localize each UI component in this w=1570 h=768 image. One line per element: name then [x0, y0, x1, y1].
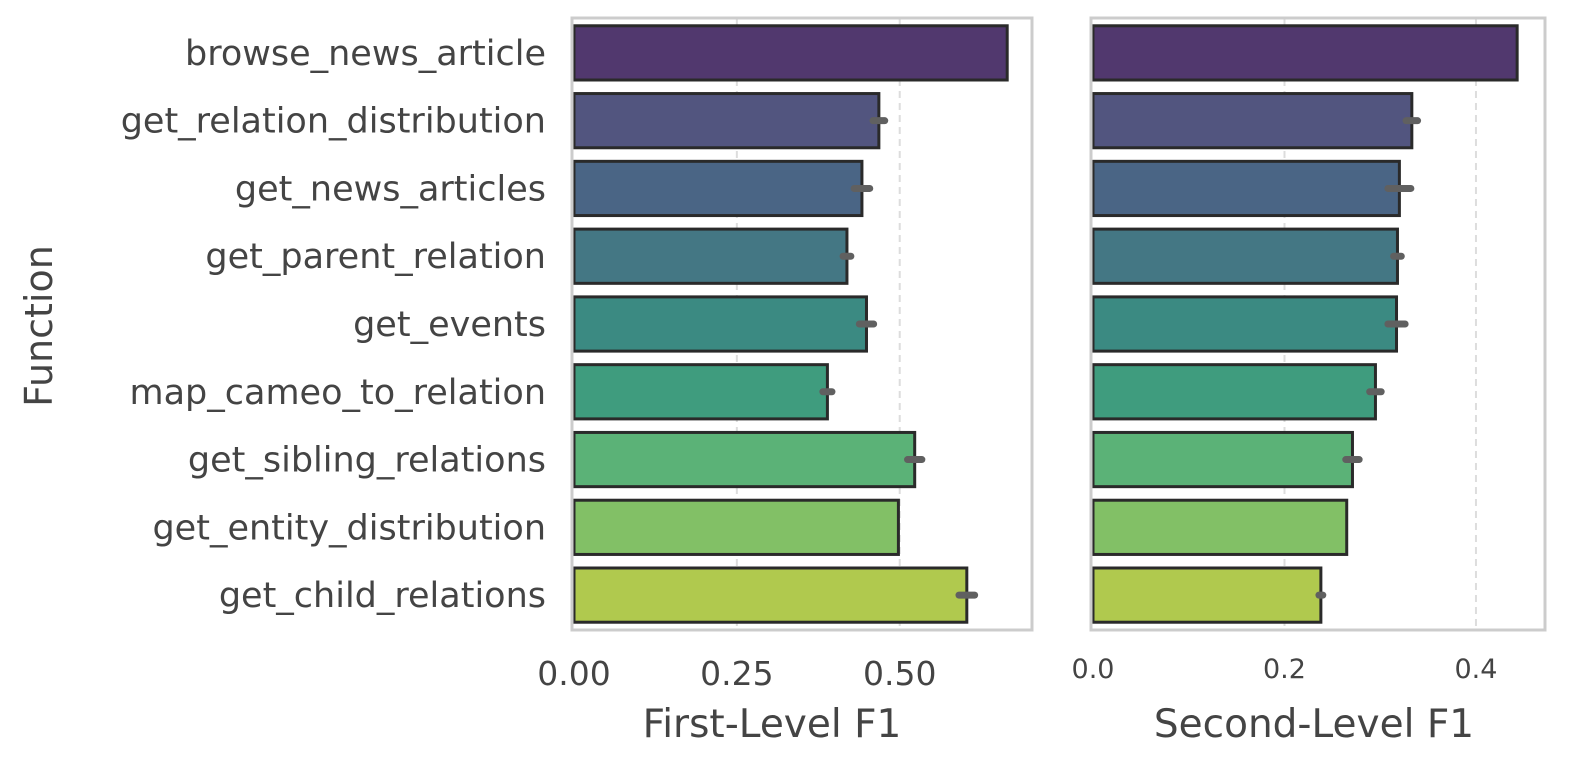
panel-first-level: 0.00 0.25 0.50 First-Level F1 — [537, 16, 1034, 747]
bar-second-level-get-parent-relation — [1091, 227, 1399, 285]
bar-second-level-get-sibling-relations — [1091, 430, 1354, 489]
bar-second-level-map-cameo-to-relation — [1091, 363, 1377, 421]
bar-second-level-browse-news-article — [1091, 24, 1519, 82]
category-label-get-sibling-relations: get_sibling_relations — [188, 441, 546, 481]
x-tick-label: 0.50 — [863, 654, 936, 693]
bar-first-level-get-parent-relation — [572, 227, 849, 285]
category-label-get-entity-distribution: get_entity_distribution — [152, 508, 546, 548]
bar-first-level-get-news-articles — [572, 159, 864, 218]
x-tick-label: 0.25 — [700, 654, 773, 693]
bar-first-level-get-sibling-relations — [572, 430, 917, 489]
category-label-get-relation-distribution: get_relation_distribution — [121, 102, 546, 142]
y-axis-title: Function — [17, 245, 61, 407]
x-axis-title-first-level: First-Level F1 — [643, 702, 902, 747]
category-label-map-cameo-to-relation: map_cameo_to_relation — [130, 373, 547, 413]
category-label-browse-news-article: browse_news_article — [185, 34, 546, 74]
bar-second-level-get-relation-distribution — [1091, 92, 1414, 150]
bar-first-level-browse-news-article — [572, 24, 1009, 82]
category-label-get-events: get_events — [353, 305, 546, 345]
plot-frame — [570, 16, 1034, 632]
panel-second-level: 0.0 0.2 0.4 Second-Level F1 — [1072, 16, 1547, 747]
bar-second-level-get-entity-distribution — [1091, 498, 1349, 556]
category-label-get-news-articles: get_news_articles — [235, 169, 546, 209]
bar-second-level-get-news-articles — [1091, 159, 1401, 218]
x-tick-label: 0.2 — [1263, 654, 1306, 685]
bar-second-level-get-events — [1091, 295, 1399, 353]
bar-first-level-get-entity-distribution — [572, 498, 900, 556]
bar-first-level-get-events — [572, 295, 868, 353]
category-label-get-child-relations: get_child_relations — [219, 576, 546, 616]
plot-frame — [1089, 16, 1547, 632]
category-labels: browse_news_article get_relation_distribu… — [121, 34, 546, 616]
x-tick-label: 0.0 — [1072, 654, 1115, 685]
category-label-get-parent-relation: get_parent_relation — [205, 237, 546, 277]
bar-first-level-get-child-relations — [572, 566, 969, 624]
x-axis-title-second-level: Second-Level F1 — [1154, 702, 1474, 747]
bar-second-level-get-child-relations — [1091, 566, 1323, 624]
bar-first-level-get-relation-distribution — [572, 92, 881, 150]
x-tick-label: 0.4 — [1455, 654, 1498, 685]
x-tick-label: 0.00 — [537, 654, 610, 693]
bar-first-level-map-cameo-to-relation — [572, 363, 829, 421]
